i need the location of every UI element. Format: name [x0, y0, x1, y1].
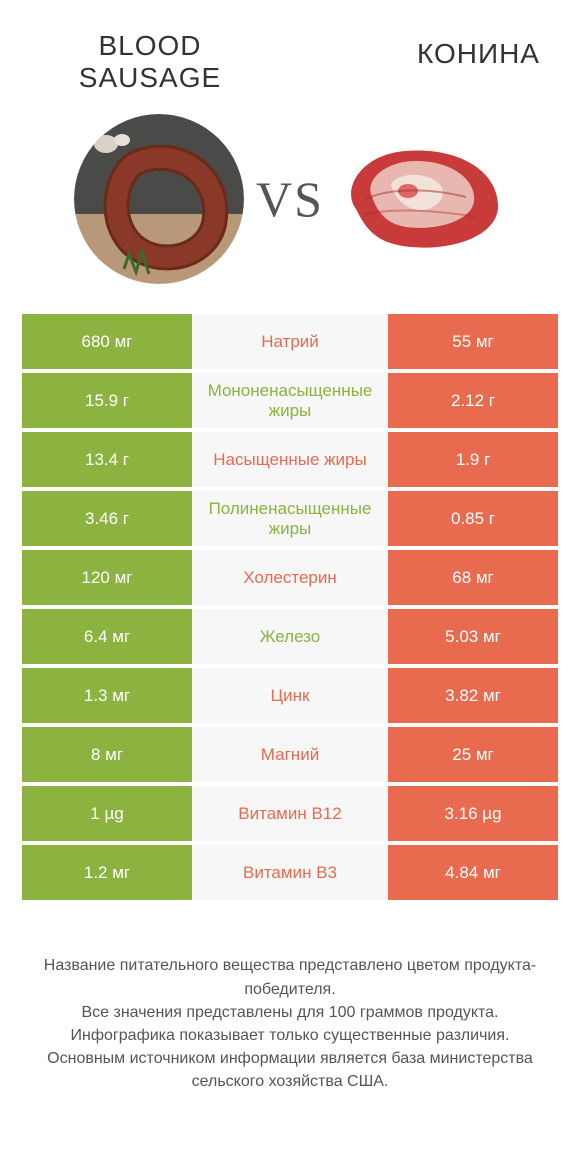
right-value: 2.12 г: [388, 373, 558, 428]
nutrient-label: Цинк: [192, 668, 388, 723]
table-row: 6.4 мгЖелезо5.03 мг: [22, 609, 558, 664]
left-value: 120 мг: [22, 550, 192, 605]
footer-notes: Название питательного вещества представл…: [0, 904, 580, 1093]
left-value: 6.4 мг: [22, 609, 192, 664]
right-value: 4.84 мг: [388, 845, 558, 900]
vs-row: VS: [0, 104, 580, 314]
left-value: 1.2 мг: [22, 845, 192, 900]
nutrient-label: Витамин B3: [192, 845, 388, 900]
table-row: 1.2 мгВитамин B34.84 мг: [22, 845, 558, 900]
right-product-image: [336, 139, 506, 259]
right-product-title: КОНИНА: [320, 30, 540, 70]
left-product-title: BLOOD SAUSAGE: [40, 30, 260, 94]
left-value: 1.3 мг: [22, 668, 192, 723]
nutrient-label: Полиненасыщенные жиры: [192, 491, 388, 546]
nutrient-label: Холестерин: [192, 550, 388, 605]
right-value: 3.16 µg: [388, 786, 558, 841]
vs-label: VS: [256, 170, 324, 228]
footer-line: Все значения представлены для 100 граммо…: [28, 1001, 552, 1024]
nutrient-label: Магний: [192, 727, 388, 782]
left-value: 15.9 г: [22, 373, 192, 428]
comparison-table: 680 мгНатрий55 мг15.9 гМононенасыщенные …: [0, 314, 580, 900]
left-value: 3.46 г: [22, 491, 192, 546]
nutrient-label: Насыщенные жиры: [192, 432, 388, 487]
footer-line: Инфографика показывает только существенн…: [28, 1024, 552, 1047]
table-row: 3.46 гПолиненасыщенные жиры0.85 г: [22, 491, 558, 546]
left-value: 1 µg: [22, 786, 192, 841]
table-row: 8 мгМагний25 мг: [22, 727, 558, 782]
right-value: 25 мг: [388, 727, 558, 782]
footer-line: Название питательного вещества представл…: [28, 954, 552, 1000]
table-row: 1.3 мгЦинк3.82 мг: [22, 668, 558, 723]
right-value: 5.03 мг: [388, 609, 558, 664]
right-value: 68 мг: [388, 550, 558, 605]
nutrient-label: Мононенасыщенные жиры: [192, 373, 388, 428]
nutrient-label: Натрий: [192, 314, 388, 369]
table-row: 15.9 гМононенасыщенные жиры2.12 г: [22, 373, 558, 428]
table-row: 13.4 гНасыщенные жиры1.9 г: [22, 432, 558, 487]
table-row: 120 мгХолестерин68 мг: [22, 550, 558, 605]
footer-line: Основным источником информации является …: [28, 1047, 552, 1093]
right-value: 55 мг: [388, 314, 558, 369]
table-row: 1 µgВитамин B123.16 µg: [22, 786, 558, 841]
left-value: 680 мг: [22, 314, 192, 369]
right-value: 1.9 г: [388, 432, 558, 487]
left-product-image: [74, 114, 244, 284]
header: BLOOD SAUSAGE КОНИНА: [0, 0, 580, 104]
nutrient-label: Витамин B12: [192, 786, 388, 841]
left-value: 8 мг: [22, 727, 192, 782]
right-value: 3.82 мг: [388, 668, 558, 723]
right-value: 0.85 г: [388, 491, 558, 546]
table-row: 680 мгНатрий55 мг: [22, 314, 558, 369]
left-value: 13.4 г: [22, 432, 192, 487]
nutrient-label: Железо: [192, 609, 388, 664]
